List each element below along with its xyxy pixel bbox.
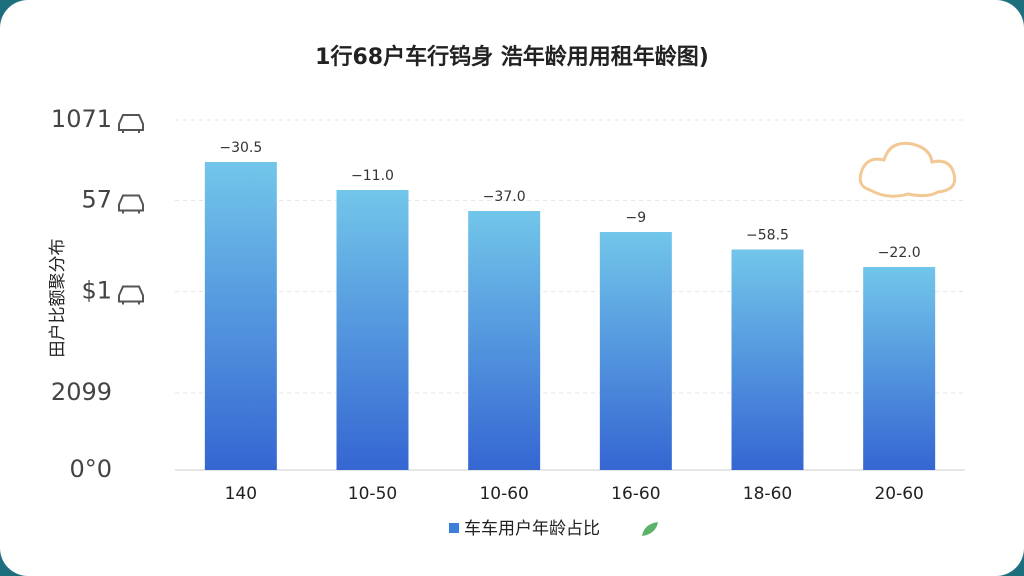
annotation: −30.5: [219, 140, 262, 156]
bar: [731, 249, 804, 470]
bar: [863, 267, 936, 470]
plot: 0°0 2099 $1 57 1071 140 10-50 10-60 16-60 18-60 20…: [51, 105, 965, 539]
annotation: −58.5: [746, 228, 789, 244]
car-icon: [118, 285, 144, 305]
legend-label: 车车用户年龄占比: [464, 519, 600, 539]
car-icon: [118, 114, 144, 133]
x-tick-label: 20-60: [874, 484, 923, 504]
leaf-icon: [642, 522, 658, 536]
y-tick-label: 1071: [51, 105, 112, 133]
x-tick-label: 18-60: [743, 484, 792, 504]
x-tick-label: 140: [225, 484, 257, 504]
bar: [204, 162, 277, 470]
chart-title: 1行68户车行钨身 浩年龄用用租年龄图): [315, 44, 709, 70]
x-tick-label: 10-50: [348, 484, 397, 504]
y-tick-label: $1: [81, 277, 112, 305]
y-tick-label: 0°0: [69, 455, 112, 483]
y-tick-label: 2099: [51, 378, 112, 406]
y-tick-label: 57: [81, 186, 112, 214]
bar: [336, 190, 409, 470]
bar: [468, 211, 541, 470]
y-axis-label: 田户比额聚分布: [48, 239, 68, 358]
x-tick-label: 16-60: [611, 484, 660, 504]
annotation: −11.0: [351, 168, 394, 184]
bar: [599, 232, 672, 470]
annotation: −37.0: [483, 189, 526, 205]
annotation: −9: [626, 210, 647, 226]
x-tick-label: 10-60: [479, 484, 528, 504]
legend-swatch: [449, 523, 459, 533]
annotation: −22.0: [878, 245, 921, 261]
car-icon: [118, 194, 144, 214]
cloud-decoration: [858, 141, 957, 198]
